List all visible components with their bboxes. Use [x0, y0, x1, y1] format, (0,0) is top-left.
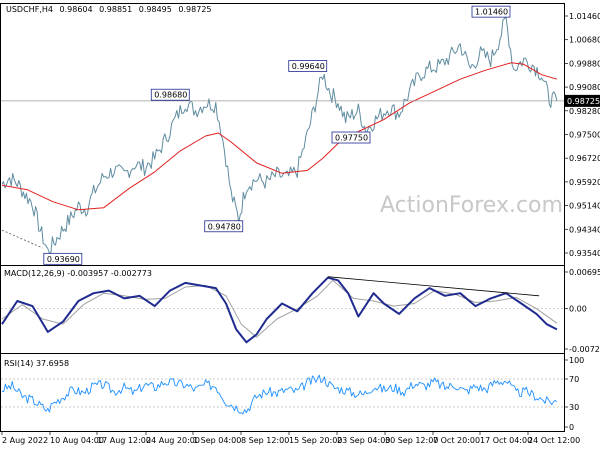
price-tick-label: 0.99080 — [569, 83, 600, 92]
open-value: 0.98604 — [60, 5, 93, 14]
x-tick-label: 23 Sep 04:00 — [337, 436, 390, 445]
rsi-label: RSI(14) 37.6958 — [4, 359, 69, 368]
macd-signal-line — [1, 279, 558, 338]
rsi-tick-label: 100 — [569, 356, 584, 365]
macd-trendline — [327, 276, 540, 297]
x-tick-label: 30 Sep 12:00 — [385, 436, 438, 445]
moving-average-line — [1, 62, 558, 211]
price-series — [1, 16, 558, 254]
symbol-label: USDCHF,H4 — [6, 5, 53, 14]
watermark: ActionForex.com — [380, 193, 563, 218]
x-tick-label: 15 Sep 20:00 — [289, 436, 342, 445]
chart-header: USDCHF,H4 0.98604 0.98851 0.98495 0.9872… — [6, 5, 212, 14]
price-annotation-box — [204, 220, 244, 233]
x-tick-label: 8 Sep 12:00 — [241, 436, 289, 445]
rsi-tick-label: 0 — [569, 423, 574, 432]
price-annotation-box — [288, 60, 328, 72]
macd-label: MACD(12,26,9) -0.003957 -0.002773 — [4, 269, 152, 278]
price-tick-label: 0.93540 — [569, 249, 600, 258]
price-annotation-label: 1.01460 — [475, 8, 508, 17]
price-annotation-box — [150, 88, 190, 101]
price-tick-label: 0.94340 — [569, 225, 600, 234]
rsi-line — [1, 374, 558, 415]
macd-line — [1, 276, 558, 344]
rsi-tick-label: 70 — [569, 375, 579, 384]
current-price-marker — [565, 94, 600, 107]
macd-tick-label: 0.00 — [569, 305, 587, 314]
price-annotation-box — [331, 131, 371, 144]
high-value: 0.98851 — [99, 5, 132, 14]
macd-tick-label: -0.007294 — [569, 345, 600, 354]
price-tick-label: 0.95140 — [569, 202, 600, 211]
macd-tick-label: 0.006954 — [569, 268, 600, 277]
x-tick-label: 24 Oct 12:00 — [528, 436, 580, 445]
price-layer: 0.93690 0.98680 0.94780 0.99640 0.97750 1.014… — [1, 5, 564, 265]
x-tick-label: 2 Aug 2022 — [2, 436, 48, 445]
price-annotation-label: 0.93690 — [47, 255, 80, 264]
price-panel-frame — [0, 3, 565, 266]
x-tick-label: 24 Aug 20:00 — [146, 436, 200, 445]
price-tick-label: 0.96720 — [569, 154, 600, 163]
price-annotation-label: 0.94780 — [208, 222, 241, 231]
rsi-tick-label: 30 — [569, 403, 579, 412]
x-tick-label: 17 Aug 12:00 — [97, 436, 151, 445]
low-value: 0.98495 — [139, 5, 172, 14]
close-value: 0.98725 — [178, 5, 211, 14]
price-annotation-box — [43, 252, 83, 265]
price-annotation-box — [471, 5, 511, 18]
rsi-panel-frame — [0, 353, 565, 432]
price-tick-label: 0.95920 — [569, 178, 600, 187]
dashed-support-line — [1, 229, 43, 249]
price-annotation-label: 0.99640 — [292, 62, 325, 71]
price-tick-label: 1.00680 — [569, 36, 600, 45]
macd-layer — [1, 276, 564, 344]
price-tick-label: 0.99880 — [569, 59, 600, 68]
price-tick-label: 0.97500 — [569, 131, 600, 140]
axis-layer: 0.98725 1.01460 1.00680 0.99880 0.99080 0.982… — [1, 12, 600, 445]
x-tick-label: 1 Sep 04:00 — [193, 436, 241, 445]
macd-panel-frame — [0, 265, 565, 354]
price-annotation-label: 0.98680 — [154, 91, 187, 100]
current-price-text: 0.98725 — [567, 97, 600, 106]
price-annotation-label: 0.97750 — [335, 134, 368, 143]
price-tick-label: 1.01460 — [569, 12, 600, 21]
x-tick-label: 10 Aug 04:00 — [50, 436, 104, 445]
x-tick-label: 17 Oct 04:00 — [480, 436, 532, 445]
price-tick-label: 0.98280 — [569, 107, 600, 116]
rsi-layer — [1, 374, 564, 415]
x-tick-label: 7 Oct 20:00 — [433, 436, 480, 445]
